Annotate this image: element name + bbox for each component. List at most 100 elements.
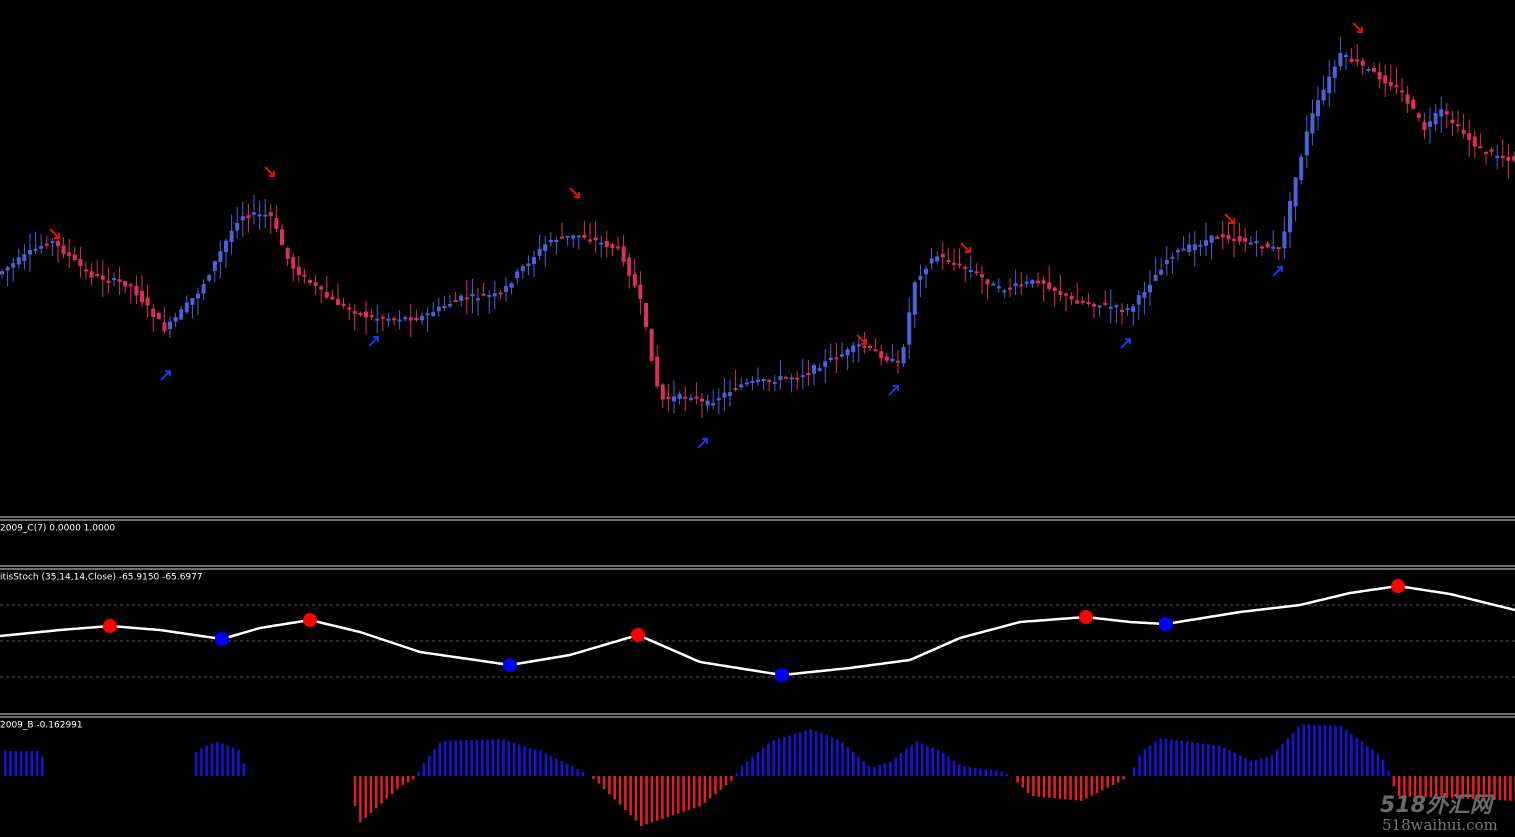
histogram-bar bbox=[671, 776, 675, 816]
candle-body bbox=[1372, 67, 1376, 72]
histogram-bar bbox=[200, 748, 203, 776]
histogram-bar bbox=[1111, 776, 1115, 786]
candle-body bbox=[907, 312, 912, 345]
histogram-bar bbox=[560, 761, 563, 776]
candle-body bbox=[442, 305, 447, 308]
histogram-bar bbox=[889, 761, 892, 776]
candle-body bbox=[408, 317, 413, 321]
histogram-bar bbox=[1445, 776, 1449, 799]
histogram-bar bbox=[454, 740, 457, 776]
histogram-bar bbox=[1138, 755, 1141, 776]
candle-body bbox=[263, 214, 268, 217]
buy-arrow bbox=[1120, 338, 1131, 349]
candle-body bbox=[1260, 246, 1264, 249]
histogram-bar bbox=[1005, 773, 1009, 776]
candle-body bbox=[1176, 250, 1180, 253]
histogram-bar bbox=[1403, 776, 1406, 797]
histogram-bar bbox=[35, 751, 39, 776]
histogram-bar bbox=[1196, 742, 1199, 776]
candle-body bbox=[632, 273, 637, 287]
histogram-bar bbox=[1323, 725, 1327, 776]
histogram-bar bbox=[1117, 776, 1120, 783]
candle-body bbox=[980, 274, 984, 278]
histogram-bar bbox=[894, 757, 897, 776]
candle-body bbox=[817, 368, 822, 371]
histogram-bar bbox=[862, 761, 866, 776]
candle-body bbox=[1310, 113, 1315, 134]
histogram-bar bbox=[655, 776, 659, 821]
candle-body bbox=[588, 239, 592, 242]
candle-body bbox=[1120, 309, 1124, 312]
candle-body bbox=[291, 257, 296, 269]
histogram-bar bbox=[645, 776, 648, 825]
candle-body bbox=[1232, 238, 1236, 241]
histogram-bar bbox=[1148, 745, 1152, 776]
candle-body bbox=[554, 240, 559, 243]
signal-dot bbox=[215, 632, 229, 646]
histogram-bar bbox=[1482, 776, 1486, 800]
candle-body bbox=[700, 398, 704, 402]
histogram-bar bbox=[952, 760, 956, 776]
histogram-bar bbox=[14, 751, 18, 776]
candle-body bbox=[39, 245, 44, 249]
histogram-bar bbox=[618, 776, 622, 805]
candle-body bbox=[1080, 300, 1085, 303]
histogram-bar bbox=[714, 776, 717, 795]
histogram-bar bbox=[1201, 743, 1205, 776]
candle-body bbox=[72, 254, 77, 261]
histogram-bar bbox=[438, 742, 442, 776]
candle-body bbox=[1248, 242, 1253, 245]
candle-body bbox=[5, 267, 10, 271]
candle-body bbox=[1293, 177, 1298, 207]
candle-body bbox=[1411, 99, 1416, 109]
candle-body bbox=[1164, 259, 1169, 265]
sell-arrow bbox=[960, 242, 971, 253]
candle-body bbox=[224, 240, 228, 252]
histogram-bar bbox=[1175, 740, 1178, 776]
histogram-bar bbox=[608, 776, 611, 795]
candle-body bbox=[1422, 121, 1427, 131]
histogram-bar bbox=[761, 747, 765, 776]
candle-body bbox=[492, 293, 497, 297]
candle-body bbox=[218, 251, 223, 262]
candle-body bbox=[16, 257, 21, 265]
histogram-bar bbox=[1159, 738, 1162, 776]
histogram-bar bbox=[905, 749, 908, 776]
histogram-bar bbox=[1217, 745, 1221, 776]
histogram-bar bbox=[1329, 725, 1332, 776]
histogram-bar bbox=[502, 739, 505, 776]
histogram-bar bbox=[724, 776, 728, 786]
candle-body bbox=[688, 397, 693, 400]
histogram-bar bbox=[401, 776, 404, 786]
histogram-bar bbox=[1053, 776, 1056, 799]
indicator-label: itisStoch (35,14,14,Close) -65.9150 -65.… bbox=[0, 573, 203, 583]
candle-body bbox=[453, 300, 458, 303]
buy-arrow bbox=[160, 370, 171, 381]
candle-body bbox=[991, 283, 996, 286]
histogram-bar bbox=[756, 752, 760, 776]
candle-body bbox=[565, 235, 570, 238]
histogram-bar bbox=[597, 776, 601, 784]
candle-body bbox=[347, 307, 352, 310]
histogram-bar bbox=[364, 776, 367, 818]
candle-body bbox=[28, 250, 32, 255]
candle-body bbox=[627, 257, 632, 276]
candle-body bbox=[1170, 256, 1175, 259]
histogram-bar bbox=[947, 756, 950, 776]
candle-body bbox=[212, 261, 217, 271]
candle-body bbox=[912, 282, 917, 315]
histogram-bar bbox=[512, 742, 516, 776]
histogram-bar bbox=[1233, 752, 1237, 776]
candle-body bbox=[532, 257, 536, 264]
candle-body bbox=[526, 263, 531, 267]
sell-arrow bbox=[1352, 22, 1363, 33]
histogram-bar bbox=[1413, 776, 1417, 797]
candle-body bbox=[828, 357, 833, 360]
candle-body bbox=[812, 365, 816, 374]
candle-body bbox=[929, 258, 934, 264]
candle-body bbox=[1058, 290, 1063, 295]
candle-body bbox=[739, 384, 744, 388]
candle-body bbox=[1036, 280, 1040, 284]
histogram-bar bbox=[507, 741, 510, 776]
